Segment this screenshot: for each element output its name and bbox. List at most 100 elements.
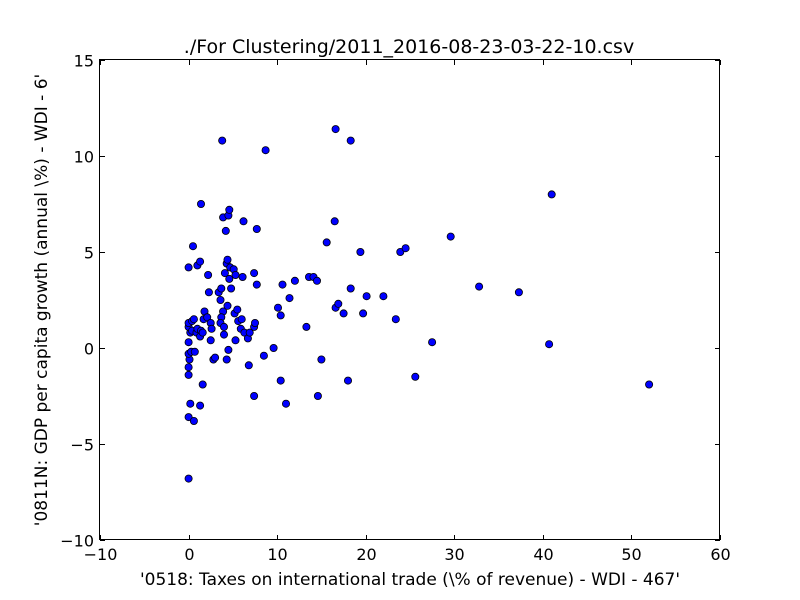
data-point-91 — [302, 322, 311, 331]
data-point-27 — [206, 336, 215, 345]
data-point-59 — [233, 305, 242, 314]
plot-frame — [99, 59, 720, 540]
data-point-72 — [252, 280, 261, 289]
data-point-1 — [184, 413, 193, 422]
data-point-4 — [184, 370, 193, 379]
data-point-107 — [359, 309, 368, 318]
data-point-79 — [239, 217, 248, 226]
data-point-66 — [238, 272, 247, 281]
x-tick-label: −10 — [84, 545, 118, 564]
data-point-50 — [220, 269, 229, 278]
data-point-120 — [645, 380, 654, 389]
data-point-38 — [204, 288, 213, 297]
data-point-36 — [196, 199, 205, 208]
x-tick-label: 20 — [356, 545, 376, 564]
data-point-68 — [244, 361, 253, 370]
data-point-86 — [278, 280, 287, 289]
data-point-53 — [225, 274, 234, 283]
data-point-112 — [401, 244, 410, 253]
data-point-41 — [217, 284, 226, 293]
data-point-57 — [231, 270, 240, 279]
data-point-48 — [224, 345, 233, 354]
data-point-116 — [475, 282, 484, 291]
data-point-78 — [225, 205, 234, 214]
data-point-115 — [446, 232, 455, 241]
data-point-85 — [276, 311, 285, 320]
data-point-49 — [223, 301, 232, 310]
data-point-94 — [312, 276, 321, 285]
data-point-83 — [269, 343, 278, 352]
data-point-46 — [219, 330, 228, 339]
data-point-109 — [379, 292, 388, 301]
data-point-30 — [198, 380, 207, 389]
data-point-5 — [184, 363, 193, 372]
data-point-40 — [216, 295, 225, 304]
data-point-80 — [218, 136, 227, 145]
data-point-76 — [221, 226, 230, 235]
data-point-37 — [204, 270, 213, 279]
data-point-118 — [545, 340, 554, 349]
data-point-10 — [184, 338, 193, 347]
data-point-54 — [227, 284, 236, 293]
data-point-103 — [346, 284, 355, 293]
data-point-87 — [276, 376, 285, 385]
data-point-108 — [362, 292, 371, 301]
x-tick-label: 50 — [621, 545, 641, 564]
data-point-26 — [207, 324, 216, 333]
ticks-layer: −10 0 10 20 30 40 50 60 −10 −5 0 5 10 15 — [60, 52, 730, 565]
data-point-35 — [196, 257, 205, 266]
data-point-2 — [186, 399, 195, 408]
x-axis-label: '0518: Taxes on international trade (\% … — [140, 570, 680, 590]
y-axis-label: '0811N: GDP per capita growth (annual \%… — [32, 74, 52, 526]
data-point-67 — [245, 328, 254, 337]
data-point-71 — [250, 269, 259, 278]
data-point-74 — [252, 224, 261, 233]
x-tick-label: 0 — [184, 545, 194, 564]
data-point-98 — [330, 217, 339, 226]
data-point-29 — [211, 353, 220, 362]
data-point-47 — [222, 355, 231, 364]
x-tick-label: 30 — [444, 545, 464, 564]
data-point-15 — [189, 315, 198, 324]
data-point-100 — [334, 299, 343, 308]
data-point-106 — [356, 247, 365, 256]
y-tick-label: 15 — [74, 52, 94, 71]
data-point-117 — [514, 288, 523, 297]
data-point-97 — [322, 238, 331, 247]
data-point-9 — [190, 347, 199, 356]
data-point-90 — [290, 276, 299, 285]
data-point-110 — [391, 315, 400, 324]
x-tick-label: 40 — [533, 545, 553, 564]
data-point-89 — [285, 294, 294, 303]
data-point-31 — [196, 401, 205, 410]
x-tick-label: 60 — [710, 545, 730, 564]
data-point-113 — [411, 372, 420, 381]
data-point-119 — [547, 190, 556, 199]
data-point-61 — [231, 336, 240, 345]
data-point-24 — [203, 313, 212, 322]
data-point-82 — [259, 351, 268, 360]
data-point-101 — [339, 309, 348, 318]
y-tick-label: −10 — [60, 532, 94, 551]
data-point-52 — [223, 255, 232, 264]
data-point-73 — [250, 391, 259, 400]
points-layer — [184, 125, 654, 483]
data-point-81 — [261, 146, 270, 155]
data-point-88 — [281, 399, 290, 408]
y-tick-label: 5 — [84, 244, 94, 263]
data-point-104 — [331, 125, 340, 134]
x-tick-label: 10 — [267, 545, 287, 564]
data-point-70 — [250, 318, 259, 327]
data-point-111 — [396, 247, 405, 256]
data-point-84 — [273, 303, 282, 312]
data-point-102 — [343, 376, 352, 385]
data-point-45 — [219, 322, 228, 331]
data-point-105 — [346, 136, 355, 145]
data-point-33 — [188, 242, 197, 251]
data-point-114 — [428, 338, 437, 347]
data-point-96 — [317, 355, 326, 364]
data-point-32 — [184, 263, 193, 272]
y-tick-label: 10 — [74, 148, 94, 167]
